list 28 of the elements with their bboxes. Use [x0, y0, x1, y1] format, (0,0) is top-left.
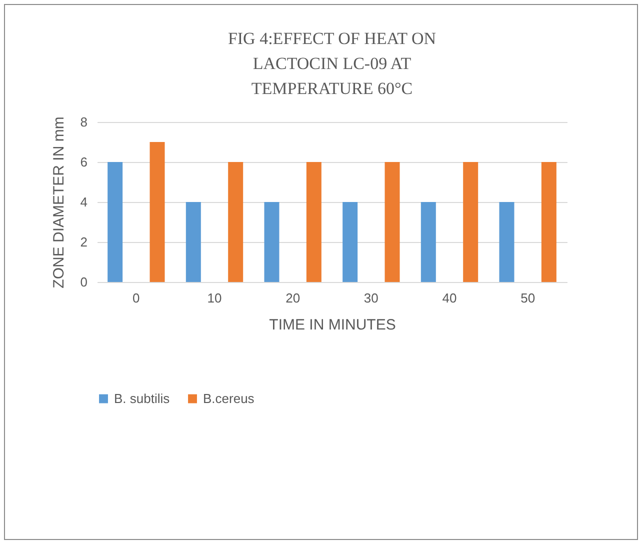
bar [186, 202, 201, 282]
bar [499, 202, 514, 282]
y-tick-label: 0 [80, 274, 88, 290]
bar [541, 162, 556, 282]
x-tick-label: 40 [442, 290, 457, 306]
bar [264, 202, 280, 282]
bar [228, 162, 244, 282]
bar [306, 162, 322, 282]
x-axis-title: TIME IN MINUTES [269, 316, 396, 334]
legend-label: B. subtilis [114, 390, 170, 406]
y-axis-title: ZONE DIAMETER IN mm [50, 116, 68, 288]
chart-title: FIG 4:EFFECT OF HEAT ON LACTOCIN LC-09 AT TEMPERATURE 60°C [228, 29, 436, 98]
y-tick-label: 4 [80, 194, 88, 210]
bar [420, 202, 436, 282]
bar [150, 142, 165, 282]
bar [384, 162, 400, 282]
legend-label: B.cereus [203, 390, 255, 406]
y-tick-label: 2 [80, 234, 88, 250]
x-tick-label: 30 [364, 290, 378, 306]
bar [463, 162, 478, 282]
y-tick-label: 8 [80, 114, 88, 130]
bar [108, 162, 123, 282]
x-tick-label: 50 [520, 290, 536, 306]
x-tick-label: 20 [286, 290, 300, 306]
x-tick-label: 0 [132, 290, 140, 306]
x-tick-label: 10 [207, 290, 222, 306]
bar [342, 202, 358, 282]
y-tick-label: 6 [80, 154, 88, 170]
